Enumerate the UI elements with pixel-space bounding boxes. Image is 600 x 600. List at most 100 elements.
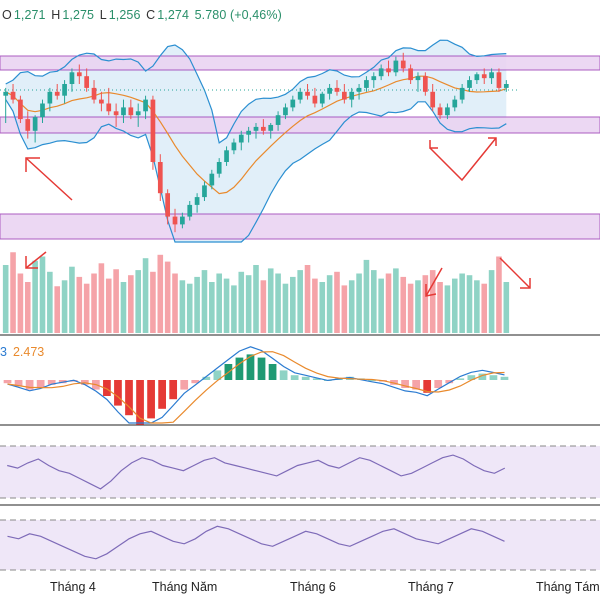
volume-bar	[238, 271, 245, 333]
candle-body	[430, 91, 436, 108]
macd-line	[7, 346, 505, 424]
candle-body	[246, 130, 251, 135]
bollinger-band-fill	[5, 40, 507, 243]
candle-body	[180, 216, 185, 225]
candle-body	[121, 107, 126, 116]
annotation-v-bounce-left-head	[429, 140, 438, 149]
macd-histogram-bar	[246, 354, 255, 380]
candle-body	[445, 107, 450, 116]
close-label: C	[146, 8, 156, 22]
volume-bar	[194, 276, 200, 333]
macd-histogram-bar	[125, 380, 133, 416]
annotation-arrow-left-head	[25, 157, 40, 172]
candle-body	[32, 117, 38, 131]
candle-body	[54, 91, 60, 96]
macd-signal-line	[7, 351, 505, 424]
oscillator-2-line	[7, 525, 505, 560]
candle-body	[253, 126, 259, 131]
macd-histogram-bar	[412, 380, 420, 390]
macd-histogram-bar	[36, 380, 45, 388]
macd-histogram-bar	[434, 380, 443, 388]
candle-body	[297, 91, 303, 100]
candle-body	[157, 162, 163, 194]
annotation-arrows	[25, 137, 531, 297]
moving-average-line	[5, 75, 507, 195]
annotation-arrow-volume-up-head	[425, 284, 437, 297]
annotation-arrow-right	[499, 257, 531, 289]
oscillator-1-background	[0, 446, 600, 498]
macd-histogram-bar	[169, 380, 178, 400]
macd-histogram-bar	[257, 357, 266, 380]
macd-histogram-bar	[158, 380, 166, 409]
volume-bar	[304, 265, 311, 333]
open-value: 1,271	[13, 8, 46, 22]
candle-body	[305, 91, 310, 96]
volume-bar	[341, 285, 348, 333]
candle-body	[408, 68, 413, 81]
low-value: 1,256	[108, 8, 141, 22]
volume-bar	[2, 265, 9, 333]
macd-histogram-bar	[279, 370, 288, 380]
candle-body	[18, 99, 23, 120]
candle-body	[25, 119, 31, 131]
volume-bar	[253, 265, 259, 333]
candle-body	[422, 76, 428, 92]
volume-bar	[69, 266, 75, 333]
candle-body	[69, 72, 75, 84]
candle-body	[231, 142, 237, 151]
macd-histogram-bar	[456, 378, 465, 380]
oscillator-1-line	[7, 454, 506, 490]
candle-body	[150, 99, 156, 162]
volume-bar	[91, 273, 97, 333]
volume-bar	[496, 256, 502, 333]
macd-histogram-bar	[180, 380, 189, 390]
volume-bar	[488, 270, 495, 333]
volume-bar	[481, 283, 488, 333]
volume-bar	[245, 275, 252, 333]
x-axis-label-april: Tháng 4	[50, 580, 96, 594]
macd-histogram-bar	[147, 380, 155, 419]
candle-body	[76, 72, 82, 77]
volume-bar	[10, 252, 16, 333]
candle-body	[91, 87, 97, 100]
volume-bar	[17, 273, 24, 333]
candle-body	[99, 99, 104, 104]
annotation-arrow-volume-up	[425, 267, 443, 297]
volume-bar	[378, 278, 384, 333]
volume-bars-group	[2, 252, 510, 333]
candle-body	[400, 60, 406, 69]
macd-histogram-bar	[47, 380, 56, 385]
change-value: 5.780 (+0,46%)	[194, 8, 282, 22]
macd-histogram-bar	[423, 380, 432, 393]
candle-body	[209, 173, 215, 186]
candle-body	[47, 91, 53, 104]
macd-histogram-bar	[401, 380, 409, 388]
volume-bar	[312, 278, 318, 333]
candle-body	[496, 72, 502, 88]
macd-histogram-bar	[213, 370, 222, 380]
volume-bar	[135, 270, 142, 333]
volume-bar	[356, 273, 362, 333]
candle-body	[378, 68, 384, 77]
volume-bar	[61, 280, 68, 333]
candle-body	[459, 87, 465, 100]
x-axis-label-june: Tháng 6	[290, 580, 336, 594]
volume-bar	[128, 275, 134, 333]
volume-bar	[216, 273, 222, 333]
annotation-arrow-right-head	[520, 278, 531, 289]
candles-group	[3, 52, 509, 233]
x-axis-label-august: Tháng Tám	[536, 580, 600, 594]
candle-body	[334, 87, 340, 92]
candle-body	[364, 80, 369, 88]
annotation-v-bounce	[429, 137, 497, 182]
support-zone-low	[0, 213, 600, 240]
volume-bar	[422, 275, 429, 333]
candle-body	[371, 76, 377, 81]
annotation-arrow-volume-down-head	[25, 256, 38, 269]
ohlc-legend: O 1,271 H 1,275 L 1,256 C 1,274 5.780 (+0,46…	[2, 8, 284, 22]
volume-bar	[334, 271, 340, 333]
candle-body	[10, 91, 16, 100]
volume-bar	[120, 282, 127, 333]
candle-body	[452, 99, 458, 108]
